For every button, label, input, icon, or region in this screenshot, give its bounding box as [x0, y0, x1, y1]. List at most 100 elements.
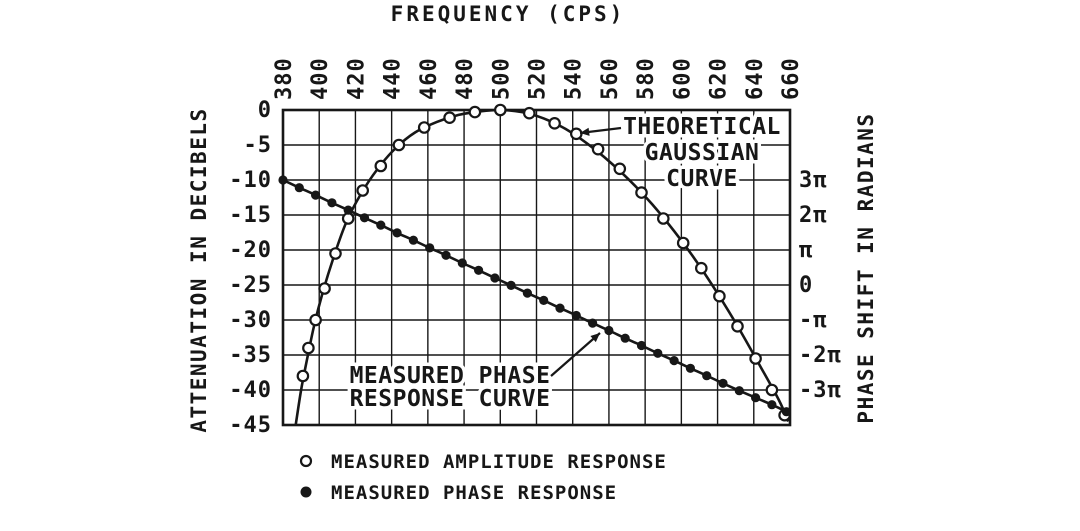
x-tick-label: 620: [707, 57, 732, 100]
amplitude-data-point: [309, 313, 322, 327]
x-tick-label: 480: [453, 57, 478, 100]
phase-data-point: [588, 318, 598, 328]
amplitude-data-point: [569, 127, 583, 141]
amplitude-data-point: [356, 184, 369, 197]
x-tick-label: 400: [308, 57, 333, 100]
amplitude-data-point: [765, 383, 779, 397]
amplitude-data-point: [302, 341, 315, 355]
phase-data-point: [506, 280, 516, 290]
left-tick-label: -10: [229, 168, 272, 193]
legend: MEASURED AMPLITUDE RESPONSE MEASURED PHA…: [299, 451, 667, 504]
amplitude-data-point: [417, 121, 431, 134]
x-tick-label: 500: [489, 57, 514, 100]
phase-data-point: [620, 333, 630, 343]
amplitude-data-point: [635, 186, 648, 199]
amplitude-data-point: [493, 103, 507, 117]
amplitude-data-point: [468, 105, 482, 119]
left-tick-label: -25: [229, 273, 272, 298]
amplitude-data-point: [731, 319, 744, 333]
left-tick-label: -5: [244, 133, 273, 158]
grid-layer: [281, 108, 792, 427]
phase-data-point: [441, 250, 451, 260]
amplitude-data-point: [443, 111, 456, 124]
left-tick-label: -45: [229, 413, 272, 438]
right-tick-label: 0: [799, 273, 813, 298]
phase-data-point: [636, 340, 647, 351]
amplitude-data-point: [329, 247, 342, 260]
x-axis-title: FREQUENCY (CPS): [391, 2, 626, 26]
series-layer: [278, 103, 792, 426]
phase-data-point: [327, 198, 337, 208]
x-tick-label: 560: [598, 57, 623, 100]
legend-filled-circle-icon: [300, 486, 312, 498]
amplitude-data-point: [522, 106, 536, 120]
amplitude-data-point: [341, 212, 355, 225]
phase-data-point: [425, 243, 435, 253]
phase-data-point: [781, 407, 792, 417]
phase-data-point: [555, 303, 565, 313]
x-tick-label: 580: [634, 57, 659, 100]
left-tick-label: -20: [229, 238, 272, 263]
legend-amplitude-label: MEASURED AMPLITUDE RESPONSE: [331, 451, 667, 473]
phase-data-point: [376, 220, 386, 230]
gaussian-curve-label: GAUSSIAN: [645, 140, 760, 166]
phase-data-point: [359, 213, 370, 223]
right-tick-label: π: [799, 238, 813, 263]
left-tick-label: 0: [258, 98, 272, 123]
annotation-arrowhead: [580, 127, 590, 136]
phase-data-point: [408, 235, 418, 245]
x-tick-label: 540: [562, 57, 587, 100]
phase-data-point: [311, 190, 321, 200]
x-tick-label: 380: [272, 57, 297, 100]
phase-data-point: [767, 400, 777, 410]
phase-data-point: [669, 356, 679, 366]
gaussian-curve-label: THEORETICAL: [623, 114, 781, 140]
right-tick-label: -2π: [799, 343, 842, 368]
phase-data-point: [294, 183, 304, 193]
amplitude-data-point: [548, 117, 561, 130]
phase-data-point: [571, 310, 581, 321]
amplitude-data-point: [694, 261, 708, 275]
legend-phase-label: MEASURED PHASE RESPONSE: [331, 482, 617, 504]
amplitude-data-point: [318, 282, 331, 295]
legend-open-circle-icon: [299, 454, 313, 468]
x-tick-label: 660: [779, 57, 804, 100]
left-tick-label: -35: [229, 343, 272, 368]
phase-data-point: [604, 325, 614, 336]
x-tick-label: 640: [743, 57, 768, 100]
left-tick-label: -15: [229, 203, 272, 228]
phase-curve-label: RESPONSE CURVE: [350, 386, 551, 412]
amplitude-data-point: [749, 352, 762, 365]
x-tick-label: 520: [526, 57, 551, 100]
phase-data-point: [457, 258, 467, 268]
amplitude-data-point: [374, 159, 388, 173]
phase-data-point: [392, 228, 402, 238]
left-tick-label: -40: [229, 378, 272, 403]
right-tick-label: 3π: [799, 168, 828, 193]
phase-data-point: [751, 393, 761, 403]
x-tick-label: 420: [344, 57, 369, 100]
phase-data-point: [278, 175, 288, 185]
annotation-leader-line: [550, 332, 601, 377]
plot-frame: [281, 108, 792, 427]
amplitude-data-point: [296, 369, 310, 383]
phase-data-point: [474, 265, 484, 275]
phase-data-point: [343, 205, 353, 215]
phase-data-point: [539, 295, 549, 305]
x-tick-label: 460: [417, 57, 442, 100]
phase-data-point: [653, 348, 663, 358]
tick-labels-layer: 380 400 420 440 460 480 500 520 540 560 580 600 620 6…: [229, 57, 842, 438]
amplitude-data-point: [713, 289, 726, 303]
phase-data-point: [718, 378, 728, 388]
amplitude-data-point: [676, 236, 690, 250]
phase-data-point: [702, 371, 712, 381]
left-tick-label: -30: [229, 308, 272, 333]
phase-data-point: [490, 273, 500, 283]
left-axis-title: ATTENUATION IN DECIBELS: [187, 107, 211, 432]
phase-curve-label: MEASURED PHASE: [350, 363, 551, 389]
right-tick-label: 2π: [799, 203, 828, 228]
x-tick-label: 600: [670, 57, 695, 100]
